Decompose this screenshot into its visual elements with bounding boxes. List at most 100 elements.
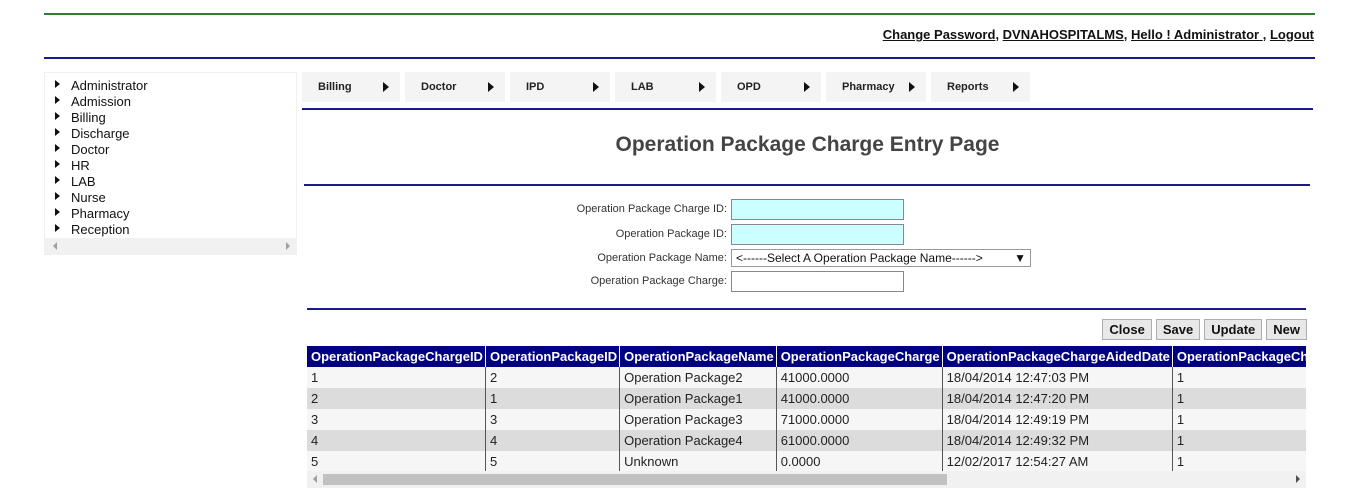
change-password-link[interactable]: Change Password [882,27,996,42]
table-cell: 1 [1172,367,1306,388]
sidebar-item-lab[interactable]: LAB [55,173,296,189]
header-links: Change Password, DVNAHOSPITALMS, Hello !… [882,27,1314,42]
menu-label: Pharmacy [842,81,895,93]
submenu-arrow-icon [488,82,494,92]
expand-arrow-icon[interactable] [55,112,60,120]
menu-label: Billing [318,81,352,93]
table-cell: 18/04/2014 12:47:03 PM [942,367,1173,388]
greeting-text[interactable]: Hello ! Administrator [1131,27,1263,42]
table-cell: 41000.0000 [776,388,943,409]
charge-grid: OperationPackageChargeID OperationPackag… [307,346,1306,488]
menu-doctor[interactable]: Doctor [405,72,505,102]
submenu-arrow-icon [909,82,915,92]
sidebar-item-administrator[interactable]: Administrator [55,77,296,93]
sidebar-item-reception[interactable]: Reception [55,221,296,237]
scroll-left-arrow-icon[interactable] [313,475,317,483]
table-cell: Operation Package1 [619,388,777,409]
sidebar-item-nurse[interactable]: Nurse [55,189,296,205]
expand-arrow-icon[interactable] [55,80,60,88]
package-id-input[interactable] [731,223,904,245]
menu-opd[interactable]: OPD [721,72,821,102]
dropdown-arrow-icon: ▼ [1014,251,1026,265]
table-cell: 1 [307,367,486,388]
sidebar-item-label: Reception [71,221,130,237]
table-cell: 61000.0000 [776,430,943,451]
table-cell: 41000.0000 [776,367,943,388]
charge-id-label: Operation Package Charge ID: [576,203,727,215]
column-header[interactable]: OperationPackageCharge [776,346,943,367]
expand-arrow-icon[interactable] [55,176,60,184]
table-row[interactable]: 1 2 Operation Package2 41000.0000 18/04/… [307,367,1306,388]
table-row[interactable]: 3 3 Operation Package3 71000.0000 18/04/… [307,409,1306,430]
expand-arrow-icon[interactable] [55,160,60,168]
charge-id-input[interactable] [731,198,904,220]
expand-arrow-icon[interactable] [55,192,60,200]
sidebar-item-label: Billing [71,109,106,125]
submenu-arrow-icon [593,82,599,92]
sidebar-item-label: Nurse [71,189,106,205]
column-header[interactable]: OperationPackageID [485,346,621,367]
table-cell: 0.0000 [776,451,943,472]
menu-lab[interactable]: LAB [615,72,716,102]
charge-table: OperationPackageChargeID OperationPackag… [307,346,1306,472]
sidebar-item-label: Admission [71,93,131,109]
submenu-arrow-icon [804,82,810,92]
scroll-right-arrow-icon[interactable] [286,242,290,250]
menu-label: Doctor [421,81,457,93]
logout-link[interactable]: Logout [1269,27,1314,42]
sidebar-item-label: Pharmacy [71,205,130,221]
package-name-select[interactable]: <------Select A Operation Package Name--… [731,249,1031,267]
table-cell: 12/02/2017 12:54:27 AM [942,451,1173,472]
sidebar-item-pharmacy[interactable]: Pharmacy [55,205,296,221]
menu-label: LAB [631,81,654,93]
table-row[interactable]: 5 5 Unknown 0.0000 12/02/2017 12:54:27 A… [307,451,1306,472]
table-cell: 4 [307,430,486,451]
save-button[interactable]: Save [1155,319,1201,340]
charge-row: Operation Package Charge: [500,270,1100,292]
hospital-link[interactable]: DVNAHOSPITALMS [1002,27,1124,42]
table-cell: 1 [1172,388,1306,409]
expand-arrow-icon[interactable] [55,96,60,104]
sidebar-item-discharge[interactable]: Discharge [55,125,296,141]
expand-arrow-icon[interactable] [55,128,60,136]
scroll-left-arrow-icon[interactable] [53,242,57,250]
table-cell: 3 [485,409,621,430]
expand-arrow-icon[interactable] [55,208,60,216]
sidebar-item-doctor[interactable]: Doctor [55,141,296,157]
table-row[interactable]: 4 4 Operation Package4 61000.0000 18/04/… [307,430,1306,451]
table-cell: 1 [1172,451,1306,472]
expand-arrow-icon[interactable] [55,144,60,152]
close-button[interactable]: Close [1102,319,1152,340]
menu-ipd[interactable]: IPD [510,72,610,102]
column-header[interactable]: OperationPackageChargeAidedBy [1172,346,1306,367]
grid-horizontal-scrollbar[interactable] [307,471,1306,488]
column-header[interactable]: OperationPackageName [619,346,777,367]
submenu-arrow-icon [1013,82,1019,92]
column-header[interactable]: OperationPackageChargeID [307,346,486,367]
table-header-row: OperationPackageChargeID OperationPackag… [307,346,1306,367]
title-divider [304,184,1310,186]
table-cell: 18/04/2014 12:49:19 PM [942,409,1173,430]
menu-pharmacy[interactable]: Pharmacy [826,72,926,102]
table-cell: 2 [307,388,486,409]
menu-reports[interactable]: Reports [931,72,1030,102]
table-cell: Unknown [619,451,777,472]
charge-input[interactable] [731,270,904,292]
scrollbar-thumb[interactable] [323,474,947,485]
sidebar-horizontal-scrollbar[interactable] [45,238,296,254]
expand-arrow-icon[interactable] [55,224,60,232]
table-cell: 5 [307,451,486,472]
sidebar-item-hr[interactable]: HR [55,157,296,173]
sidebar-item-billing[interactable]: Billing [55,109,296,125]
sidebar-item-label: Administrator [71,77,148,93]
table-cell: Operation Package4 [619,430,777,451]
sidebar-item-admission[interactable]: Admission [55,93,296,109]
sidebar-item-label: Doctor [71,141,110,157]
scroll-right-arrow-icon[interactable] [1296,475,1300,483]
table-row[interactable]: 2 1 Operation Package1 41000.0000 18/04/… [307,388,1306,409]
menu-billing[interactable]: Billing [302,72,400,102]
new-button[interactable]: New [1266,319,1307,340]
table-cell: 71000.0000 [776,409,943,430]
update-button[interactable]: Update [1204,319,1263,340]
column-header[interactable]: OperationPackageChargeAidedDate [942,346,1173,367]
